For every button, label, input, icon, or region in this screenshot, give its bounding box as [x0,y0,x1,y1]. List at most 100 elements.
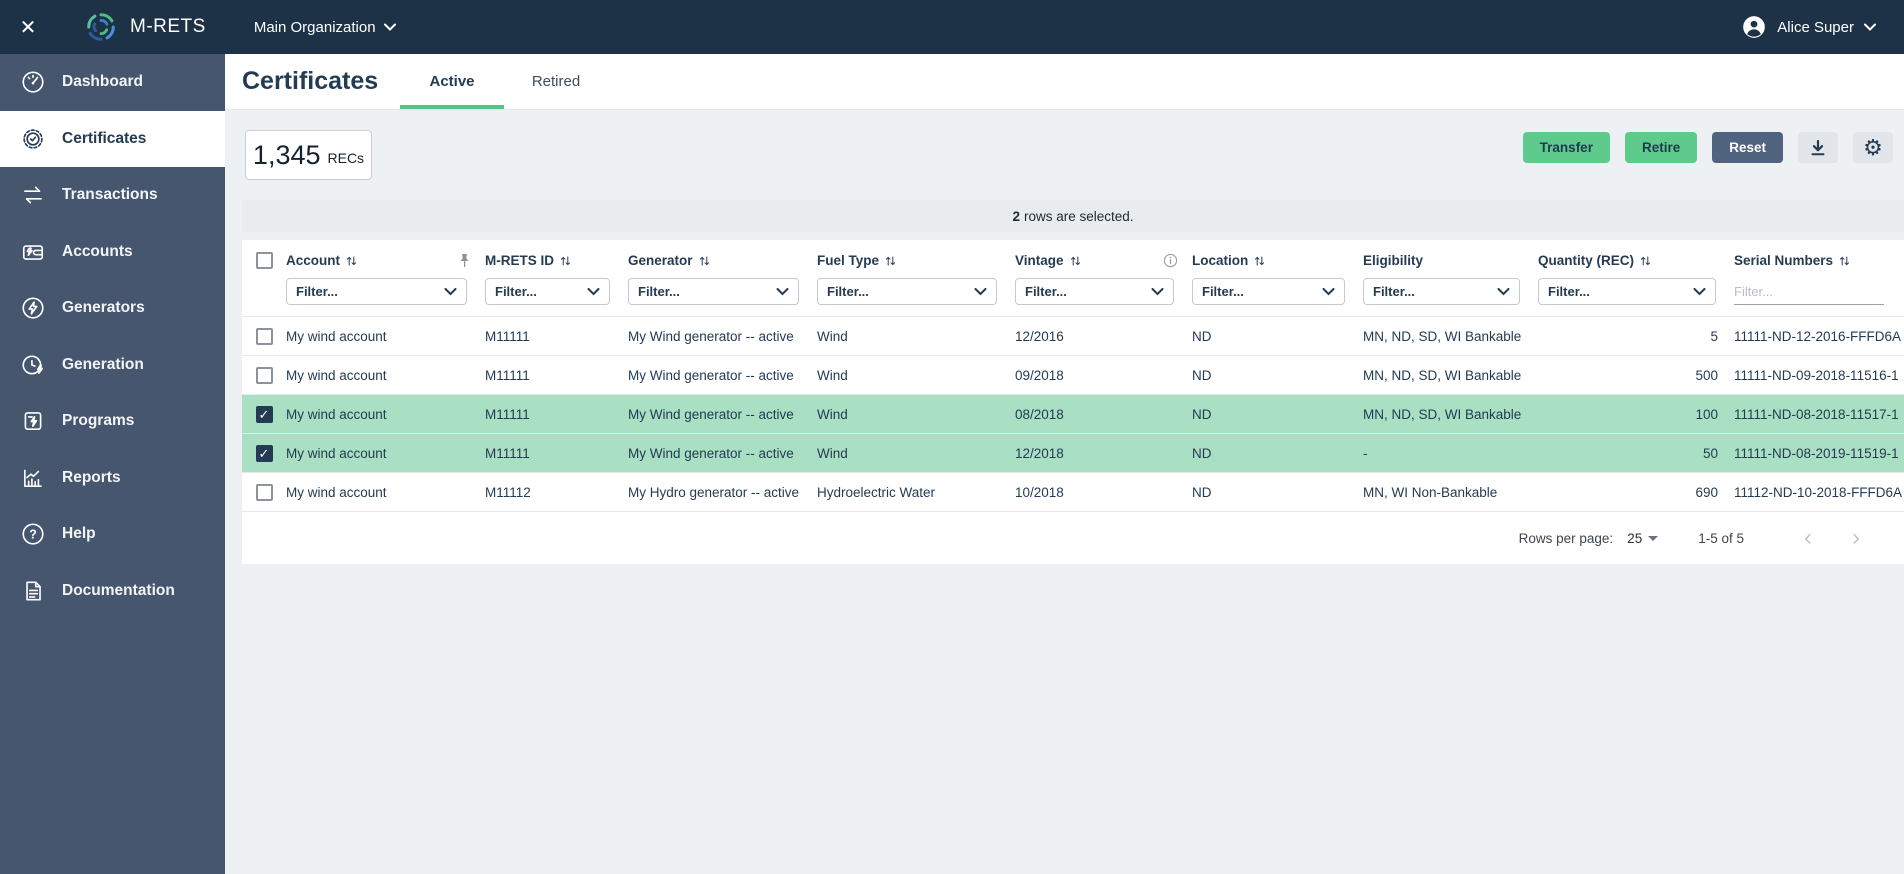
sort-icon[interactable] [346,255,357,267]
table-row[interactable]: My wind account M11111 My Wind generator… [242,317,1904,356]
generator-bolt-icon [22,297,44,319]
transfer-button[interactable]: Transfer [1522,132,1610,163]
table-row[interactable]: My wind account M11111 My Wind generator… [242,356,1904,395]
table-row[interactable]: My wind account M11112 My Hydro generato… [242,473,1904,512]
generator-cell: My Hydro generator -- active [628,484,800,500]
row-checkbox[interactable]: ✓ [255,444,273,462]
select-all-checkbox[interactable] [255,252,273,269]
sidebar-item-label: Accounts [62,242,133,260]
generator-filter-select[interactable]: Filter... [628,278,799,305]
column-header-account[interactable]: Account [286,253,485,268]
retire-button[interactable]: Retire [1624,132,1698,163]
table-row[interactable]: ✓ My wind account M11111 My Wind generat… [242,395,1904,434]
sidebar-item-certificates[interactable]: Certificates [0,110,225,167]
top-bar: ✕ M-RETS Main Organization Alice Super [0,0,1904,54]
column-header-location[interactable]: Location [1192,253,1363,268]
account-cell: My wind account [286,367,387,383]
next-page-button[interactable]: › [1852,524,1860,551]
eligibility-cell: MN, ND, SD, WI Bankable [1363,328,1522,344]
tab-retired[interactable]: Retired [504,54,608,109]
sidebar-item-label: Help [62,525,96,543]
account-filter-select[interactable]: Filter... [286,278,467,305]
serial-numbers-filter-input[interactable] [1734,278,1884,305]
sidebar-item-accounts[interactable]: Accounts [0,224,225,281]
fuel-type-cell: Wind [817,367,848,383]
sidebar-item-label: Transactions [62,186,158,204]
sidebar-item-label: Certificates [62,129,147,147]
column-label: Vintage [1015,253,1064,268]
eligibility-cell: MN, ND, SD, WI Bankable [1363,367,1522,383]
sort-icon[interactable] [560,255,571,267]
sidebar-item-help[interactable]: ? Help [0,506,225,563]
column-header-vintage[interactable]: Vintage [1015,253,1192,268]
column-header-eligibility[interactable]: Eligibility [1363,253,1538,268]
account-cell: My wind account [286,328,387,344]
mrets-id-cell: M11111 [485,406,530,422]
vintage-cell: 12/2016 [1015,328,1064,344]
row-checkbox[interactable]: ✓ [255,405,273,423]
column-header-quantity[interactable]: Quantity (REC) [1538,253,1734,268]
vintage-filter-select[interactable]: Filter... [1015,278,1174,305]
row-checkbox[interactable] [255,366,273,384]
brand-logo: M-RETS [84,10,206,44]
quantity-filter-select[interactable]: Filter... [1538,278,1716,305]
sidebar-item-documentation[interactable]: Documentation [0,563,225,620]
sort-icon[interactable] [1640,255,1651,267]
quantity-cell: 100 [1695,406,1718,422]
column-header-mrets-id[interactable]: M-RETS ID [485,253,628,268]
recs-summary-box: 1,345 RECs [245,130,372,180]
sidebar-item-transactions[interactable]: Transactions [0,167,225,224]
reset-button[interactable]: Reset [1712,132,1783,163]
user-avatar-icon [1743,16,1766,38]
info-icon[interactable] [1163,253,1178,268]
sort-icon[interactable] [885,255,896,267]
column-header-generator[interactable]: Generator [628,253,817,268]
settings-button[interactable]: ⚙ [1853,132,1893,163]
sidebar-item-dashboard[interactable]: Dashboard [0,54,225,111]
generator-cell: My Wind generator -- active [628,406,794,422]
close-icon[interactable]: ✕ [19,16,37,39]
quantity-cell: 50 [1702,445,1718,461]
account-cell: My wind account [286,484,387,500]
filter-label: Filter... [1373,284,1415,299]
caret-down-icon [1648,535,1659,541]
table-row[interactable]: ✓ My wind account M11111 My Wind generat… [242,434,1904,473]
organization-selector[interactable]: Main Organization [254,19,396,36]
rows-per-page-select[interactable]: 25 [1627,531,1659,546]
download-button[interactable] [1798,132,1838,163]
chevron-down-icon [1497,287,1510,295]
column-header-fuel-type[interactable]: Fuel Type [817,253,1015,268]
sort-icon[interactable] [1070,255,1081,267]
row-checkbox[interactable] [255,483,273,501]
mrets-id-cell: M11111 [485,367,530,383]
generation-clock-icon [22,355,44,375]
previous-page-button[interactable]: ‹ [1804,524,1812,551]
eligibility-cell: - [1363,445,1368,461]
location-filter-select[interactable]: Filter... [1192,278,1345,305]
tab-label: Retired [531,73,581,90]
filter-label: Filter... [1548,284,1590,299]
sidebar-item-reports[interactable]: Reports [0,450,225,507]
sidebar-item-label: Dashboard [62,73,143,91]
sort-icon[interactable] [699,255,710,267]
sidebar-item-generation[interactable]: Generation [0,337,225,394]
column-header-serial-numbers[interactable]: Serial Numbers [1734,253,1904,268]
eligibility-filter-select[interactable]: Filter... [1363,278,1520,305]
mrets-id-filter-select[interactable]: Filter... [485,278,610,305]
sidebar-item-programs[interactable]: Programs [0,393,225,450]
user-menu[interactable]: Alice Super [1741,14,1876,40]
download-icon [1811,139,1825,155]
sort-icon[interactable] [1839,255,1850,267]
tab-active[interactable]: Active [400,54,504,109]
sidebar-item-generators[interactable]: Generators [0,280,225,337]
sort-icon[interactable] [1254,255,1265,267]
chevron-down-icon [587,287,600,295]
mrets-id-cell: M11111 [485,445,530,461]
pin-icon[interactable] [458,253,471,268]
brand-name: M-RETS [130,16,206,37]
selection-count: 2 [1012,208,1020,224]
column-label: Quantity (REC) [1538,253,1634,268]
fuel-type-filter-select[interactable]: Filter... [817,278,997,305]
location-cell: ND [1192,445,1212,461]
row-checkbox[interactable] [255,327,273,345]
